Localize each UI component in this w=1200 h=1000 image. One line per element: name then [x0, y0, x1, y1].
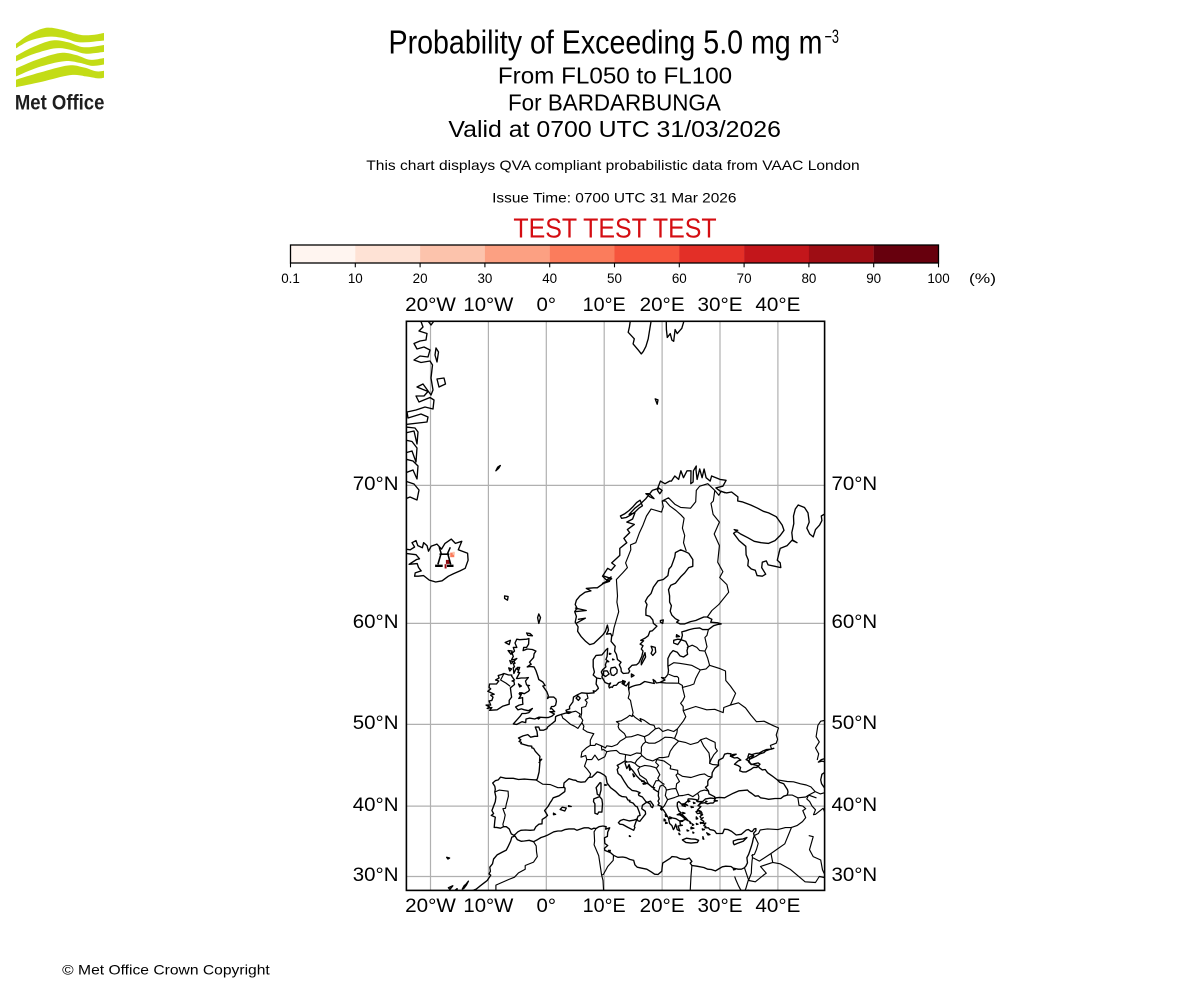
svg-text:10°W: 10°W — [463, 294, 514, 316]
svg-text:Met Office: Met Office — [15, 91, 105, 114]
svg-text:50°N: 50°N — [832, 712, 878, 734]
svg-text:40°N: 40°N — [832, 794, 878, 816]
svg-text:60: 60 — [672, 271, 687, 286]
svg-text:TEST TEST TEST: TEST TEST TEST — [513, 213, 716, 244]
svg-text:80: 80 — [801, 271, 816, 286]
svg-text:30°E: 30°E — [698, 895, 743, 917]
svg-text:40°E: 40°E — [755, 294, 800, 316]
svg-text:0.1: 0.1 — [281, 271, 300, 286]
svg-text:Valid at 0700 UTC 31/03/2026: Valid at 0700 UTC 31/03/2026 — [448, 116, 781, 142]
svg-text:50: 50 — [607, 271, 622, 286]
svg-text:30°E: 30°E — [698, 294, 743, 316]
svg-text:10°E: 10°E — [583, 294, 626, 316]
svg-text:20°W: 20°W — [405, 895, 456, 917]
svg-text:Probability of Exceeding 5.0 m: Probability of Exceeding 5.0 mg m — [389, 24, 823, 61]
svg-text:30°N: 30°N — [832, 864, 878, 886]
svg-text:10°E: 10°E — [583, 895, 626, 917]
svg-text:30: 30 — [477, 271, 492, 286]
svg-text:10: 10 — [348, 271, 363, 286]
svg-text:40°N: 40°N — [353, 794, 399, 816]
svg-text:60°N: 60°N — [832, 611, 878, 633]
svg-text:70°N: 70°N — [353, 473, 399, 495]
svg-text:50°N: 50°N — [353, 712, 399, 734]
svg-text:0°: 0° — [537, 895, 557, 917]
svg-text:This chart displays QVA compli: This chart displays QVA compliant probab… — [366, 157, 859, 173]
svg-text:70: 70 — [737, 271, 752, 286]
svg-text:For BARDARBUNGA: For BARDARBUNGA — [508, 90, 721, 116]
svg-text:10°W: 10°W — [463, 895, 514, 917]
svg-text:40: 40 — [542, 271, 557, 286]
svg-text:Issue Time: 0700 UTC 31 Mar 20: Issue Time: 0700 UTC 31 Mar 2026 — [492, 190, 737, 206]
svg-text:(%): (%) — [969, 271, 996, 286]
svg-text:20°E: 20°E — [640, 895, 685, 917]
svg-text:20°E: 20°E — [640, 294, 685, 316]
svg-text:From FL050 to FL100: From FL050 to FL100 — [498, 63, 732, 89]
svg-text:0°: 0° — [537, 294, 557, 316]
svg-text:90: 90 — [866, 271, 881, 286]
svg-text:20°W: 20°W — [405, 294, 456, 316]
svg-text:© Met Office Crown Copyright: © Met Office Crown Copyright — [62, 962, 270, 978]
svg-text:−3: −3 — [825, 27, 840, 48]
svg-text:100: 100 — [927, 271, 949, 286]
svg-text:20: 20 — [413, 271, 428, 286]
svg-text:70°N: 70°N — [832, 473, 878, 495]
svg-text:40°E: 40°E — [755, 895, 800, 917]
svg-text:60°N: 60°N — [353, 611, 399, 633]
svg-text:30°N: 30°N — [353, 864, 399, 886]
